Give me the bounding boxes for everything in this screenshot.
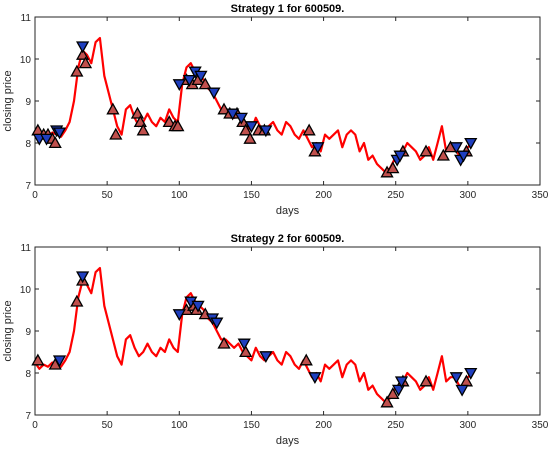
sell-marker [456,150,471,163]
buy-marker [239,345,253,358]
y-tick-label: 10 [20,55,32,66]
sell-marker [244,121,259,134]
x-tick-label: 350 [532,420,549,431]
y-tick-label: 9 [25,327,31,338]
x-tick-label: 300 [460,420,477,431]
sell-marker [464,367,478,380]
buy-marker [31,353,45,366]
y-tick-label: 8 [25,139,31,150]
y-tick-label: 10 [20,285,32,296]
sell-marker [207,87,221,100]
x-tick-label: 250 [387,190,404,201]
x-tick-label: 0 [32,420,38,431]
sell-marker [39,133,54,146]
sell-marker [172,79,186,92]
sell-marker [76,41,90,54]
chart-strategy-2: Strategy 2 for 600509. days closing pric… [2,233,549,447]
buy-marker [70,64,84,77]
x-tick-label: 0 [32,190,38,201]
chart-title: Strategy 2 for 600509. [231,233,345,245]
y-tick-label: 7 [25,181,31,192]
buy-marker [386,387,400,400]
x-tick-label: 200 [315,190,332,201]
buy-marker [171,119,185,132]
sell-marker [172,309,186,322]
sell-marker [311,142,325,155]
sell-marker [226,108,240,121]
x-tick-label: 50 [102,420,114,431]
buy-marker [243,131,257,144]
x-tick-label: 300 [460,190,477,201]
x-tick-label: 100 [171,420,188,431]
sell-marker [259,125,273,138]
buy-marker [380,395,394,408]
sell-marker [52,355,67,368]
buy-marker [436,148,450,161]
x-tick-label: 350 [532,190,549,201]
x-axis-label: days [276,435,300,447]
buy-marker [239,123,253,136]
sell-marker [76,271,90,284]
chart-strategy-1: Strategy 1 for 600509. days closing pric… [2,3,549,217]
y-axis-label: closing price [2,70,14,131]
sell-marker [191,300,205,313]
sell-marker [52,127,67,140]
x-tick-label: 50 [102,190,114,201]
sell-marker [194,70,208,83]
buy-marker [109,127,123,140]
sell-marker [237,338,251,351]
chart-title: Strategy 1 for 600509. [231,3,345,15]
y-tick-label: 7 [25,411,31,422]
sell-marker [449,142,463,155]
sell-marker [464,137,478,150]
buy-marker [198,77,212,90]
sell-marker [393,150,407,163]
y-tick-label: 11 [21,243,32,254]
sell-marker [455,384,469,397]
buy-marker [386,161,400,174]
y-axis-label: closing price [2,300,14,361]
buy-marker [419,374,433,387]
buy-marker [106,102,120,115]
x-tick-label: 250 [387,420,404,431]
x-axis-label: days [276,205,300,217]
buy-marker [217,336,231,349]
buy-marker [162,115,176,128]
buy-marker [78,56,93,69]
x-tick-label: 100 [171,190,188,201]
y-tick-label: 8 [25,369,31,380]
buy-marker [419,144,433,157]
y-tick-label: 11 [21,13,32,24]
sell-marker [394,376,409,389]
sell-marker [259,351,273,364]
sell-marker [210,317,224,330]
buy-marker [136,123,150,136]
buy-marker [302,123,316,136]
sell-marker [449,372,463,385]
y-tick-label: 9 [25,97,31,108]
sell-marker [234,112,248,125]
buy-marker [299,353,313,366]
x-tick-label: 150 [243,190,260,201]
buy-marker [70,294,84,307]
sell-marker [182,74,196,87]
buy-marker [48,136,62,149]
x-tick-label: 200 [315,420,332,431]
sell-marker [308,372,322,385]
x-tick-label: 150 [243,420,260,431]
